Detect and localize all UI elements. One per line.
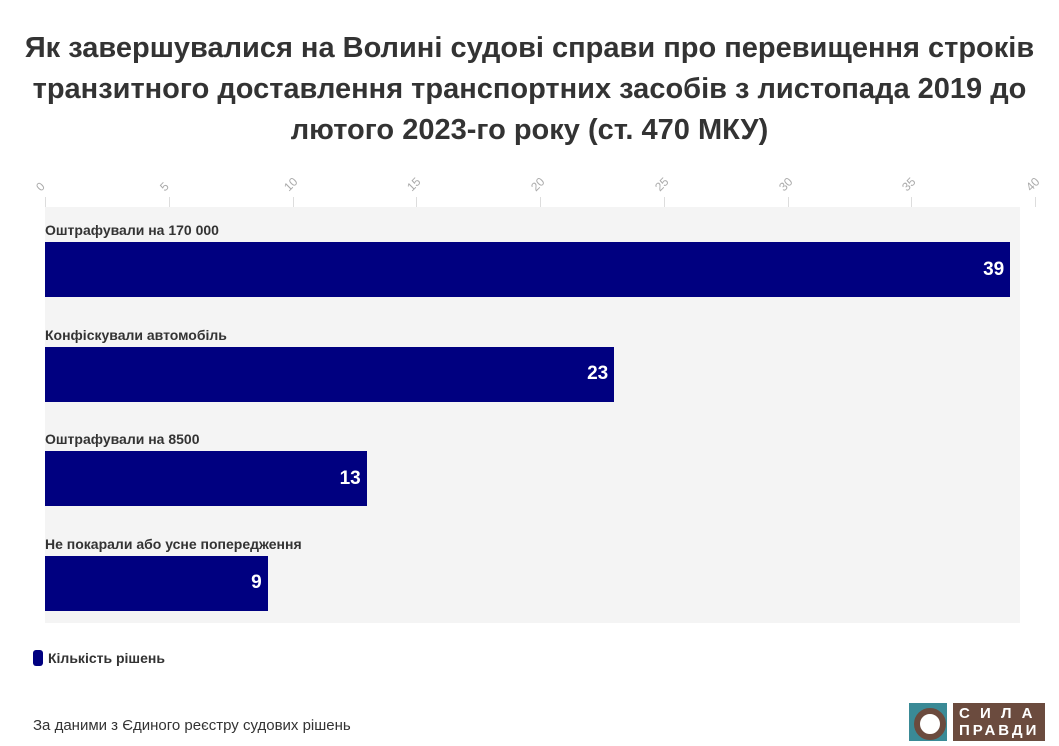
chart-title: Як завершувалися на Волині судові справи… [24,32,1035,146]
tick-line [292,197,294,207]
tick-line [1035,197,1036,207]
data-label: 23 [587,363,609,384]
tick-label: 10 [280,174,300,194]
tick-line [540,197,541,207]
bar: 23 [45,346,615,402]
legend: Кількість рішень [33,650,165,666]
category-label: Оштрафували на 170 000 [45,222,219,238]
tick-label: 25 [651,174,672,194]
legend-swatch [33,650,43,666]
tick-label: 15 [404,174,424,194]
data-label: 9 [251,572,262,593]
data-label: 39 [983,258,1005,280]
category-label: Конфіскували автомобіль [45,326,227,343]
tick-line [663,197,665,207]
logo: С И Л А ПРАВДИ [909,703,1046,741]
tick-label: 5 [156,179,172,194]
category-label: Не покарали або усне попередження [45,535,302,552]
logo-text: С И Л А ПРАВДИ [953,703,1046,741]
x-axis: 0 5 10 15 20 25 30 35 40 [0,0,1059,210]
tick-line [168,197,170,207]
legend-label: Кількість рішень [48,650,165,666]
tick-line [787,197,789,207]
tick-label: 0 [33,179,48,194]
bar: 13 [45,451,367,506]
source-note: За даними з Єдиного реєстру судових ріше… [33,717,351,734]
tick-line [416,197,418,207]
category-label: Оштрафували на 8500 [45,431,200,447]
data-label: 13 [339,467,361,489]
tick-label: 40 [1023,174,1043,194]
tick-label: 20 [528,174,548,194]
tick-label: 30 [775,174,795,194]
tick-line [911,197,913,207]
logo-mark-icon [909,703,947,741]
tick-line [45,197,46,207]
tick-label: 35 [899,174,919,194]
bar: 39 [45,242,1011,297]
bar: 9 [45,555,268,611]
